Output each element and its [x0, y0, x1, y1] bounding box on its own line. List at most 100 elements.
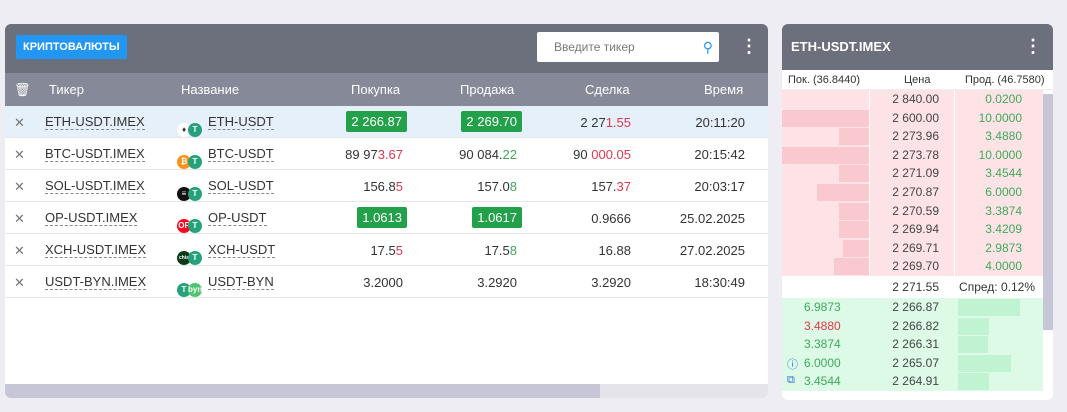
watchlist-toolbar: КРИПТОВАЛЮТЫ Введите тикер ⚲ ⋮	[5, 24, 768, 73]
table-row[interactable]: ✕ USDT-BYN.IMEX T byn USDT-BYN 3.2000 3.29…	[5, 266, 768, 298]
ask-price: 2 840.00	[892, 92, 939, 106]
watchlist-panel: КРИПТОВАЛЮТЫ Введите тикер ⚲ ⋮ 🗑 Тикер На…	[5, 24, 768, 398]
ask-level[interactable]: 2 270.59 3.3874	[782, 201, 1043, 221]
coin-pair-icon: ≡ T	[177, 178, 207, 201]
table-row[interactable]: ✕ XCH-USDT.IMEX chia T XCH-USDT 17.55 17.5…	[5, 234, 768, 266]
pair-name-link[interactable]: SOL-USDT	[208, 178, 274, 194]
pair-name-link[interactable]: ETH-USDT	[208, 114, 274, 130]
ticker-link[interactable]: OP-USDT.IMEX	[45, 210, 138, 226]
scrollbar-thumb[interactable]	[5, 384, 600, 398]
ticker-link[interactable]: USDT-BYN.IMEX	[45, 274, 147, 290]
price-header: Цена	[904, 74, 931, 86]
bid-level[interactable]: ⧉ 3.4544 2 264.91	[782, 372, 1043, 391]
ticker-link[interactable]: XCH-USDT.IMEX	[45, 242, 147, 258]
col-name[interactable]: Название	[181, 82, 240, 97]
ask-qty: 4.0000	[985, 259, 1022, 274]
trash-icon[interactable]: 🗑	[14, 82, 31, 97]
depth-bar	[782, 146, 869, 164]
depth-bar	[958, 317, 989, 335]
depth-bar	[782, 109, 869, 127]
ask-level[interactable]: 2 273.78 10.0000	[782, 145, 1043, 165]
trade-time: 20:03:17	[694, 179, 745, 194]
trade-time: 20:11:20	[695, 115, 745, 130]
close-icon[interactable]: ✕	[14, 147, 25, 162]
category-button[interactable]: КРИПТОВАЛЮТЫ	[16, 35, 127, 59]
info-icon[interactable]: ⓘ	[787, 358, 798, 371]
trade-time: 27.02.2025	[679, 243, 745, 258]
bid-qty: 3.4880	[804, 318, 841, 333]
ask-qty: 10.0000	[978, 110, 1022, 125]
depth-bar	[838, 165, 869, 183]
ask-qty: 10.0000	[978, 147, 1022, 162]
bid-level[interactable]: 3.4880 2 266.82	[782, 316, 1043, 336]
orderbook-title: ETH-USDT.IMEX	[791, 39, 891, 54]
table-row[interactable]: ✕ SOL-USDT.IMEX ≡ T SOL-USDT 156.85 157.08…	[5, 170, 768, 202]
table-row[interactable]: ✕ BTC-USDT.IMEX ₿ T BTC-USDT 89 973.67 90 …	[5, 138, 768, 170]
ask-level[interactable]: 2 273.96 3.4880	[782, 127, 1043, 147]
ask-level[interactable]: 2 840.00 0.0200	[782, 90, 1043, 109]
ticker-search-input[interactable]: Введите тикер ⚲	[537, 32, 719, 62]
col-time[interactable]: Время	[704, 82, 744, 97]
orderbook-header: Пок. (36.8440) Цена Прод. (46.7580)	[782, 70, 1053, 90]
search-placeholder: Введите тикер	[554, 40, 635, 54]
last-price: 3.2920	[591, 275, 631, 290]
external-link-icon[interactable]: ⧉	[787, 374, 795, 387]
bid-price: 2 266.82	[892, 318, 939, 333]
vertical-scrollbar[interactable]	[1043, 94, 1053, 330]
bid-qty: 3.4544	[804, 374, 841, 389]
pair-name-link[interactable]: USDT-BYN	[208, 274, 274, 290]
coin-pair-icon: chia T	[177, 242, 207, 265]
ask-level[interactable]: 2 269.70 4.0000	[782, 257, 1043, 277]
ask-price: 157.08	[477, 179, 517, 194]
ask-level[interactable]: 2 270.87 6.0000	[782, 183, 1043, 202]
bid-level[interactable]: 6.9873 2 266.87	[782, 298, 1043, 317]
table-row[interactable]: ✕ OP-USDT.IMEX OP T OP-USDT 1.0613 1.0617 0…	[5, 202, 768, 234]
bid-price: 156.85	[363, 179, 403, 194]
close-icon[interactable]: ✕	[14, 243, 25, 258]
close-icon[interactable]: ✕	[14, 275, 25, 290]
ticker-link[interactable]: SOL-USDT.IMEX	[45, 178, 145, 194]
bid-price: 17.55	[370, 243, 403, 258]
ask-price: 2 273.96	[892, 129, 939, 144]
pair-name-link[interactable]: BTC-USDT	[208, 146, 274, 162]
ask-level[interactable]: 2 269.94 3.4209	[782, 220, 1043, 240]
ask-level[interactable]: 2 269.71 2.9873	[782, 238, 1043, 258]
ask-level[interactable]: 2 271.09 3.4544	[782, 164, 1043, 184]
col-bid[interactable]: Покупка	[351, 82, 401, 97]
col-ticker[interactable]: Тикер	[49, 82, 84, 97]
pair-name-link[interactable]: XCH-USDT	[208, 242, 276, 258]
search-icon[interactable]: ⚲	[702, 39, 713, 55]
last-price: 90 000.05	[573, 147, 631, 162]
col-last[interactable]: Сделка	[585, 82, 630, 97]
bid-price: 2 265.07	[892, 355, 939, 370]
close-icon[interactable]: ✕	[14, 179, 25, 194]
coin-pair-icon: T byn	[177, 274, 207, 297]
spread: Спред: 0.12%	[959, 280, 1035, 294]
bid-level[interactable]: ⓘ 6.0000 2 265.07	[782, 353, 1043, 373]
ask-price: 2 269.94	[892, 222, 939, 237]
kebab-icon[interactable]: ⋮	[740, 36, 758, 56]
kebab-icon[interactable]: ⋮	[1024, 36, 1042, 56]
bid-price: 2 266.31	[892, 337, 939, 352]
ask-price: 2 270.87	[892, 185, 939, 199]
close-icon[interactable]: ✕	[14, 115, 25, 130]
table-row[interactable]: ✕ ETH-USDT.IMEX ♦ T ETH-USDT 2 266.87 2 26…	[5, 106, 768, 138]
horizontal-scrollbar[interactable]	[5, 384, 768, 398]
col-ask[interactable]: Продажа	[460, 82, 515, 97]
depth-bar	[816, 184, 869, 201]
depth-bar	[838, 128, 869, 146]
ticker-link[interactable]: BTC-USDT.IMEX	[45, 146, 145, 162]
depth-bar	[958, 354, 1011, 372]
pair-name-link[interactable]: OP-USDT	[208, 210, 267, 226]
depth-bar	[834, 258, 869, 276]
ticker-link[interactable]: ETH-USDT.IMEX	[45, 114, 145, 130]
ask-qty: 3.3874	[985, 203, 1022, 218]
bid-price: 3.2000	[363, 275, 403, 290]
bid-level[interactable]: 3.3874 2 266.31	[782, 335, 1043, 354]
ask-price: 3.2920	[477, 275, 517, 290]
ask-price: 2 269.71	[892, 240, 939, 255]
ask-qty: 3.4209	[985, 222, 1022, 237]
depth-bar	[842, 239, 869, 257]
close-icon[interactable]: ✕	[14, 211, 25, 226]
ask-level[interactable]: 2 600.00 10.0000	[782, 108, 1043, 128]
